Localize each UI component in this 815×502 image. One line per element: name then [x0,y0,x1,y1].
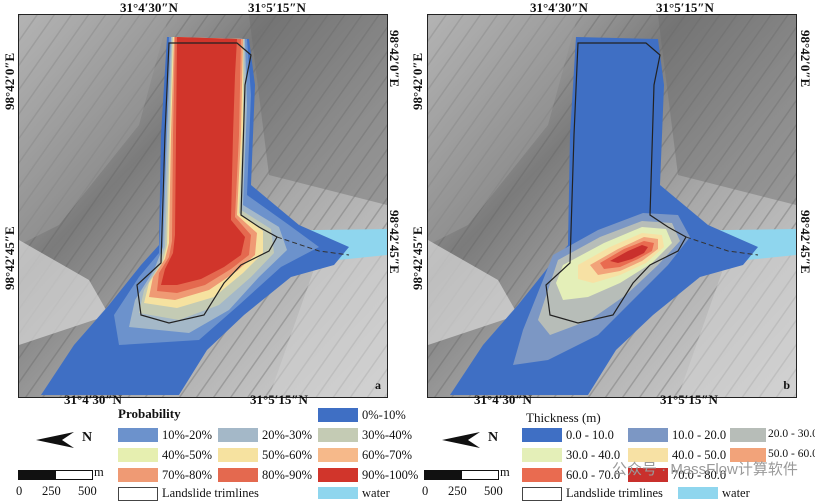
landslide-trimline-b [545,42,687,324]
legend-a-swatch-3 [318,428,358,442]
map-panel-a: a [18,14,388,398]
legend-a-swatch-0 [318,408,358,422]
north-arrow-b-icon [442,432,480,448]
landslide-trimline-a [136,42,278,324]
map-b-bottom-lat-1: 31°4′30″N [474,392,532,407]
map-a-bottom-lat-1: 31°4′30″N [64,392,122,407]
probability-map [19,15,387,397]
legend-b-trimline-swatch [522,487,562,501]
legend-b-trimline-label: Landslide trimlines [566,486,663,500]
map-b-right-lon-2: 98°42′45″E [798,210,813,274]
legend-a-water-label: water [362,486,390,500]
scalebar-b-end: 500 [484,484,503,498]
scalebar-white-segment [55,470,93,480]
legend-a-label-6: 60%-70% [362,448,412,462]
legend-a-swatch-7 [118,468,158,482]
map-a-right-lon-1: 98°42′0″E [387,30,402,88]
legend-a-label-9: 90%-100% [362,468,419,482]
legend-b-title: Thickness (m) [526,410,601,425]
north-arrow-icon [36,432,74,448]
legend-b-label-7: 70.0 - 80.0 [672,468,727,482]
legend-a-swatch-2 [218,428,258,442]
map-b-top-lat-1: 31°4′30″N [530,0,588,15]
map-a-top-lat-1: 31°4′30″N [120,0,178,15]
map-b-bottom-lat-2: 31°5′15″N [660,392,718,407]
legend-a-label-8: 80%-90% [262,468,312,482]
scalebar-zero: 0 [16,484,23,498]
legend-b-water-swatch [678,487,718,499]
legend-b-label-0: 0.0 - 10.0 [566,428,614,442]
scalebar-black-segment [18,470,56,480]
legend-a-swatch-5 [218,448,258,462]
legend-a-label-0: 0%-10% [362,408,406,422]
scalebar-unit: m [94,465,104,479]
thick-zone-0-10 [450,37,758,395]
legend-a-swatch-9 [318,468,358,482]
map-a-left-lon-1: 98°42′0″E [2,52,17,110]
legend-a-trimline-swatch [118,487,158,501]
legend-b-water-label: water [722,486,750,500]
panel-letter-a: a [375,378,381,392]
map-a-top-lat-2: 31°5′15″N [248,0,306,15]
legend-a-water-swatch [318,487,358,499]
north-label: N [82,430,93,445]
legend-b-swatch-5 [730,448,766,462]
legend-b-swatch-7 [628,468,668,482]
legend-b-label-1: 10.0 - 20.0 [672,428,727,442]
legend-a-swatch-1 [118,428,158,442]
scalebar-end: 500 [78,484,97,498]
map-b-left-lon-2: 98°42′45″E [410,226,425,290]
north-label-b: N [488,430,499,445]
legend-b-swatch-6 [522,468,562,482]
scalebar-mid: 250 [42,484,61,498]
map-b-top-lat-2: 31°5′15″N [656,0,714,15]
map-b-right-lon-1: 98°42′0″E [798,30,813,88]
legend-a-label-3: 30%-40% [362,428,412,442]
legend-b-swatch-1 [628,428,668,442]
prob-zone-90-100 [161,37,245,285]
map-b-left-lon-1: 98°42′0″E [410,52,425,110]
legend-a-title: Probability [118,406,181,421]
legend-b-label-4: 40.0 - 50.0 [672,448,727,462]
legend-a-label-5: 50%-60% [262,448,312,462]
map-a-right-lon-2: 98°42′45″E [387,210,402,274]
scalebar-b-white-segment [461,470,499,480]
panel-letter-b: b [783,378,790,392]
map-panel-b: b [427,14,797,398]
legend-a-swatch-8 [218,468,258,482]
legend-b-label-5: 50.0 - 60.0 [768,448,815,460]
scalebar-b-unit: m [500,465,510,479]
legend-b-label-3: 30.0 - 40.0 [566,448,621,462]
legend-a-swatch-6 [318,448,358,462]
legend-b-label-2: 20.0 - 30.0 [768,428,815,440]
scalebar-b-zero: 0 [422,484,429,498]
legend-b-label-6: 60.0 - 70.0 [566,468,621,482]
watermark-text: 公众号 · MassFlow计算软件 [612,461,798,478]
thickness-map [428,15,796,397]
legend-b: Thickness (m) N m 0 250 500 0.0 - 10.0 1… [410,400,815,502]
legend-a-label-7: 70%-80% [162,468,212,482]
legend-a-swatch-4 [118,448,158,462]
scalebar-b-mid: 250 [448,484,467,498]
legend-b-swatch-0 [522,428,562,442]
scalebar-b-black-segment [424,470,462,480]
legend-a-trimline-label: Landslide trimlines [162,486,259,500]
legend-a-label-1: 10%-20% [162,428,212,442]
legend-a-label-4: 40%-50% [162,448,212,462]
legend-b-swatch-2 [730,428,766,442]
map-a-bottom-lat-2: 31°5′15″N [250,392,308,407]
thick-zone-70-80 [610,245,648,263]
legend-a-label-2: 20%-30% [262,428,312,442]
legend-b-swatch-3 [522,448,562,462]
map-a-left-lon-2: 98°42′45″E [2,226,17,290]
legend-a: Probability N m 0 250 500 0%-10% 10%-20%… [0,400,418,502]
legend-b-swatch-4 [628,448,668,462]
